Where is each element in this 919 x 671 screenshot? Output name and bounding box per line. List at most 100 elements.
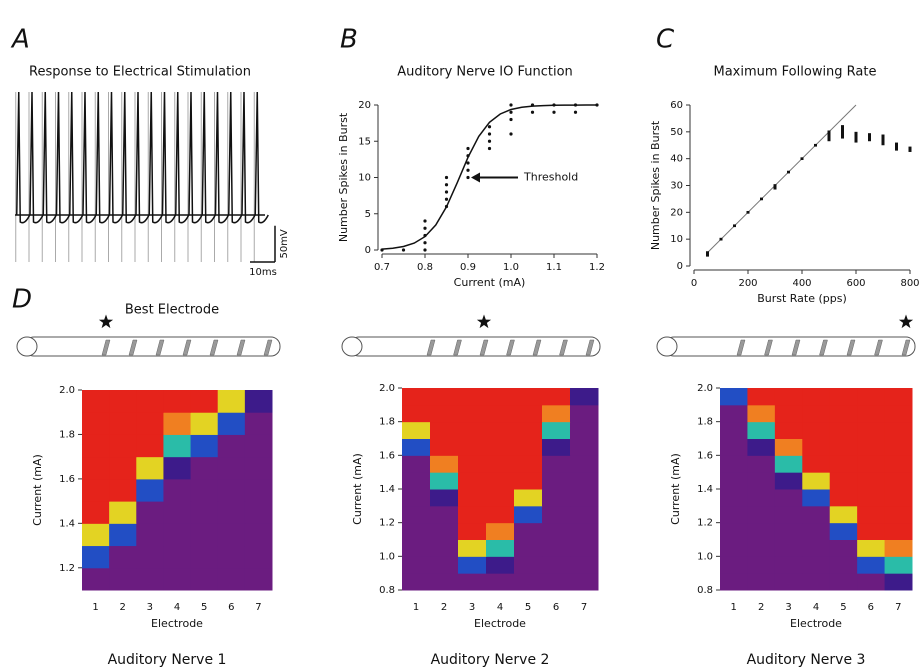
heatmap-cell — [458, 421, 487, 439]
chart-title: Auditory Nerve 1 — [108, 652, 227, 668]
electrode-contact — [819, 339, 828, 356]
x-tick-label: 7 — [255, 602, 261, 613]
error-bar — [841, 125, 844, 139]
heatmap-cell — [747, 489, 776, 507]
data-point — [423, 241, 427, 245]
heatmap-cell — [430, 404, 459, 423]
heatmap-cell — [486, 472, 515, 490]
electrode-contact — [479, 339, 489, 356]
heatmap-cell — [244, 545, 273, 569]
heatmap-cell — [82, 412, 110, 435]
heatmap-cell — [430, 539, 459, 557]
y-tick-label: 1.8 — [697, 417, 713, 428]
heatmap-cell — [570, 573, 599, 591]
heatmap-cell — [829, 455, 858, 473]
heatmap-cell — [884, 388, 913, 406]
heatmap-cell — [163, 501, 192, 524]
heatmap-cell — [884, 421, 913, 439]
y-tick-label: 60 — [670, 100, 683, 111]
heatmap-cell — [190, 501, 219, 524]
data-point — [552, 110, 556, 114]
x-tick-label: 2 — [441, 602, 447, 613]
fit-curve — [381, 104, 597, 250]
spike — [108, 91, 124, 224]
heatmap-cell — [136, 478, 164, 502]
heatmap-cell — [802, 539, 831, 557]
heatmap-cell — [163, 434, 192, 458]
heatmap-cell — [720, 455, 748, 473]
heatmap-cell — [542, 472, 571, 490]
heatmap-cell — [720, 472, 748, 490]
y-tick-label: 0.8 — [379, 585, 395, 596]
heatmap-cell — [163, 545, 192, 569]
heatmap-cell — [217, 567, 246, 591]
heatmap-cell — [486, 388, 515, 406]
error-bar — [895, 142, 898, 151]
heatmap-cell — [884, 539, 913, 557]
electrode-contact — [532, 339, 542, 356]
heatmap-cell — [884, 438, 913, 456]
heatmap-cell — [109, 545, 137, 569]
heatmap-cell — [430, 472, 459, 490]
electrode-contact — [426, 339, 436, 356]
heatmap-cell — [458, 539, 487, 557]
electrode-contact — [506, 339, 515, 356]
heatmap-cell — [857, 505, 886, 524]
y-tick-label: 10 — [358, 173, 371, 184]
y-tick-label: 0 — [677, 261, 683, 272]
heatmap-cell — [430, 522, 459, 540]
y-tick-label: 1.2 — [697, 518, 713, 529]
heatmap-cell — [217, 456, 246, 480]
heatmap-cell — [514, 472, 543, 490]
y-tick-label: 1.6 — [697, 450, 713, 461]
error-bar — [773, 184, 777, 190]
x-tick-label: 2 — [758, 602, 764, 613]
data-point — [530, 103, 535, 107]
heatmap-cell — [486, 505, 515, 524]
heatmap-cell — [244, 523, 273, 547]
heatmap-cell — [217, 478, 246, 502]
heatmap-cell — [720, 404, 748, 423]
heatmap-cell — [190, 523, 219, 547]
spike — [254, 91, 269, 224]
panel-letter: C — [656, 25, 675, 55]
y-tick-label: 20 — [670, 207, 683, 218]
heatmap-cell — [884, 489, 913, 507]
heatmap-cell — [747, 455, 776, 473]
heatmap-cell — [884, 522, 913, 540]
heatmap-cell — [802, 438, 831, 456]
heatmap-cell — [136, 434, 164, 458]
heatmap-cell — [458, 455, 487, 473]
heatmap-cell — [514, 388, 543, 406]
heatmap-cell — [570, 438, 599, 456]
electrode-contact — [101, 339, 111, 356]
x-tick-label: 1.0 — [503, 262, 519, 273]
error-bar — [854, 131, 858, 143]
heatmap-cell — [402, 556, 431, 574]
heatmap-cell — [402, 421, 431, 439]
heatmap-cell — [774, 388, 803, 406]
heatmap-cell — [570, 421, 599, 439]
heatmap-cell — [217, 390, 246, 413]
heatmap-cell — [774, 421, 803, 439]
heatmap-cell — [542, 573, 571, 591]
chart-title: Auditory Nerve 2 — [431, 652, 550, 668]
heatmap-cell — [486, 489, 515, 507]
y-axis-label: Current (mA) — [351, 453, 364, 525]
electrode-contact — [791, 339, 801, 356]
data-point — [509, 103, 513, 107]
heatmap-cell — [720, 539, 748, 557]
x-tick-label: 1 — [413, 602, 419, 613]
spike — [29, 91, 44, 224]
heatmap-cell — [486, 522, 515, 540]
x-axis-label: Electrode — [790, 617, 842, 630]
heatmap-cell — [774, 522, 803, 540]
heatmap-cell — [884, 455, 913, 473]
electrode-end — [656, 336, 678, 357]
electrode-contact — [236, 339, 246, 356]
heatmap-cell — [402, 388, 431, 406]
heatmap-cell — [884, 404, 913, 423]
heatmap-cell — [402, 539, 431, 557]
y-tick-label: 0.8 — [697, 585, 713, 596]
spike — [82, 91, 97, 224]
